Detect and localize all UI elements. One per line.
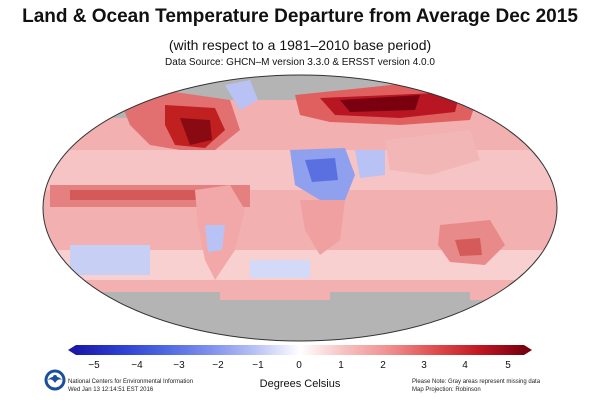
missing-data-note: Please Note: Gray areas represent missin… [412,379,541,385]
south-america-cool [205,225,225,252]
map-subtitle: (with respect to a 1981–2010 base period… [168,37,432,53]
generated-timestamp: Wed Jan 13 12:14:51 EST 2016 [68,387,154,393]
antarctic-missing-data-edge2 [330,292,470,302]
el-nino-core [70,190,220,200]
tick-label: −4 [131,360,143,371]
unit-label: Degrees Celsius [259,378,341,390]
tick-label: 1 [338,360,344,371]
scale-arrow-left [68,345,76,355]
sahara-cool-core [305,158,338,182]
south-asia [385,130,480,175]
tick-label: −1 [252,360,264,371]
tick-label: 2 [380,360,386,371]
tick-label: −5 [88,360,100,371]
australia-core [455,238,482,256]
south-atlantic-cool [250,260,310,278]
tick-label: 3 [421,360,427,371]
scale-gradient [76,345,524,355]
globe-outline [42,74,558,342]
southern-africa [300,200,345,255]
globe [43,75,557,341]
noaa-logo-icon [44,369,66,391]
agency-name: National Centers for Environmental Infor… [68,379,194,385]
scale-arrow-right [524,345,532,355]
footer-left: National Centers for Environmental Infor… [68,378,193,394]
footer-right: Please Note: Gray areas represent missin… [412,378,540,394]
south-pacific-cool [70,245,150,275]
tick-label: 5 [505,360,511,371]
data-source: Data Source: GHCN–M version 3.3.0 & ERSS… [165,57,435,68]
eastern-north-america-core [180,118,212,145]
tick-label: −3 [173,360,185,371]
tick-label: −2 [212,360,224,371]
middle-east-cool [355,150,385,178]
projection-note: Map Projection: Robinson [412,387,481,393]
tick-label: 0 [296,360,302,371]
map-title: Land & Ocean Temperature Departure from … [22,6,578,27]
greenland-cool [225,80,258,110]
scale-tick-labels: −5 −4 −3 −2 −1 0 1 2 3 4 5 [0,360,600,374]
tick-label: 4 [462,360,468,371]
color-scale-bar [68,345,532,355]
antarctic-missing-data-edge [100,292,220,302]
antarctic-missing-data [43,300,557,341]
siberia-core [340,95,420,112]
